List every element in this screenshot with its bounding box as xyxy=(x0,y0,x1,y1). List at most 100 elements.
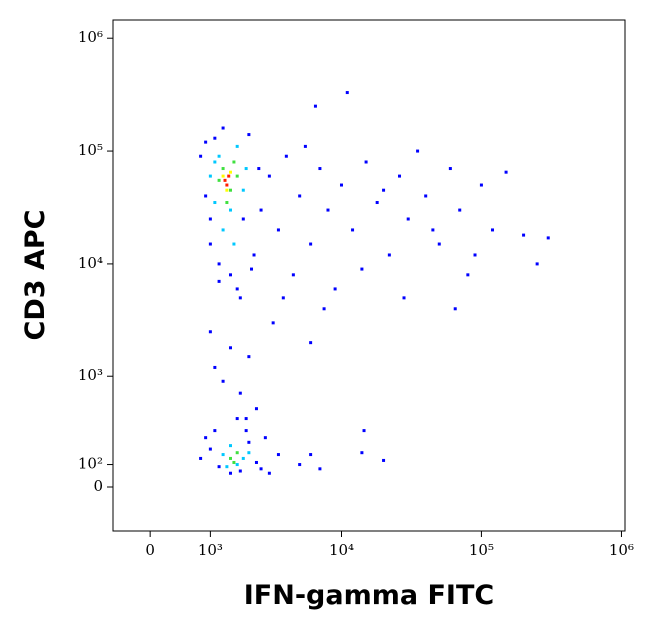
event-point xyxy=(339,183,343,187)
event-point xyxy=(208,447,212,451)
event-point xyxy=(252,253,256,257)
event-point xyxy=(225,465,229,469)
event-point xyxy=(227,174,231,178)
event-point xyxy=(225,183,229,187)
event-point xyxy=(271,321,275,325)
event-point xyxy=(208,242,212,246)
event-point xyxy=(318,167,322,171)
y-axis-label: CD3 APC xyxy=(20,210,51,341)
event-point xyxy=(223,178,227,182)
event-point xyxy=(309,341,313,345)
event-point xyxy=(431,228,435,232)
event-point xyxy=(351,228,355,232)
y-tick-label: 10⁶ xyxy=(78,28,103,46)
x-axis-label: IFN-gamma FITC xyxy=(244,580,494,611)
event-point xyxy=(504,170,508,174)
event-point xyxy=(250,267,254,271)
event-point xyxy=(199,154,203,158)
event-point xyxy=(382,458,386,462)
event-point xyxy=(208,330,212,334)
event-point xyxy=(267,471,271,475)
event-point xyxy=(247,440,251,444)
event-point xyxy=(406,217,410,221)
event-point xyxy=(546,236,550,240)
event-point xyxy=(345,91,349,95)
event-point xyxy=(424,194,428,198)
event-point xyxy=(318,467,322,471)
event-point xyxy=(213,365,217,369)
event-point xyxy=(213,160,217,164)
event-point xyxy=(387,253,391,257)
event-point xyxy=(416,149,420,153)
event-point xyxy=(437,242,441,246)
event-point xyxy=(298,194,302,198)
event-point xyxy=(466,273,470,277)
event-point xyxy=(213,429,217,433)
event-point xyxy=(204,436,208,440)
event-point xyxy=(235,417,239,421)
event-point xyxy=(362,429,366,433)
event-point xyxy=(228,444,232,448)
event-point xyxy=(238,469,242,473)
event-point xyxy=(298,463,302,467)
event-point xyxy=(225,201,229,205)
event-point xyxy=(303,144,307,148)
event-point xyxy=(228,346,232,350)
x-tick-label: 0 xyxy=(145,541,155,559)
event-point xyxy=(479,183,483,187)
event-point xyxy=(267,174,271,178)
event-point xyxy=(244,167,248,171)
y-tick-label: 10⁵ xyxy=(78,141,103,159)
event-point xyxy=(257,167,261,171)
event-point xyxy=(313,104,317,108)
event-point xyxy=(309,453,313,457)
event-point xyxy=(228,471,232,475)
event-point xyxy=(213,136,217,140)
event-point xyxy=(382,188,386,192)
event-point xyxy=(221,126,225,130)
event-point xyxy=(217,465,221,469)
y-tick-label: 10⁴ xyxy=(78,254,103,272)
event-point xyxy=(263,436,267,440)
event-point xyxy=(458,208,462,212)
event-point xyxy=(281,296,285,300)
event-point xyxy=(228,188,232,192)
event-point xyxy=(276,228,280,232)
event-point xyxy=(244,429,248,433)
event-point xyxy=(491,228,495,232)
event-point xyxy=(247,451,251,455)
event-point xyxy=(208,217,212,221)
event-point xyxy=(241,456,245,460)
event-point xyxy=(238,391,242,395)
event-point xyxy=(199,456,203,460)
event-point xyxy=(217,279,221,283)
event-point xyxy=(204,194,208,198)
event-point xyxy=(228,273,232,277)
event-point xyxy=(221,228,225,232)
plot-frame xyxy=(112,19,626,532)
event-point xyxy=(238,296,242,300)
event-point xyxy=(322,307,326,311)
event-point xyxy=(217,178,221,182)
event-point xyxy=(360,451,364,455)
event-point xyxy=(235,451,239,455)
y-tick-label: 10² xyxy=(78,455,103,473)
event-point xyxy=(228,170,232,174)
event-point xyxy=(235,174,239,178)
event-point xyxy=(448,167,452,171)
event-point xyxy=(333,287,337,291)
event-point xyxy=(535,262,539,266)
event-point xyxy=(228,208,232,212)
event-point xyxy=(221,167,225,171)
event-point xyxy=(235,287,239,291)
event-point xyxy=(244,417,248,421)
event-point xyxy=(232,460,236,464)
event-point xyxy=(364,160,368,164)
x-tick-label: 10⁶ xyxy=(609,541,634,559)
event-point xyxy=(453,307,457,311)
x-tick-label: 10⁴ xyxy=(329,541,354,559)
y-tick-label: 0 xyxy=(93,477,103,495)
event-point xyxy=(241,217,245,221)
event-point xyxy=(247,133,251,137)
